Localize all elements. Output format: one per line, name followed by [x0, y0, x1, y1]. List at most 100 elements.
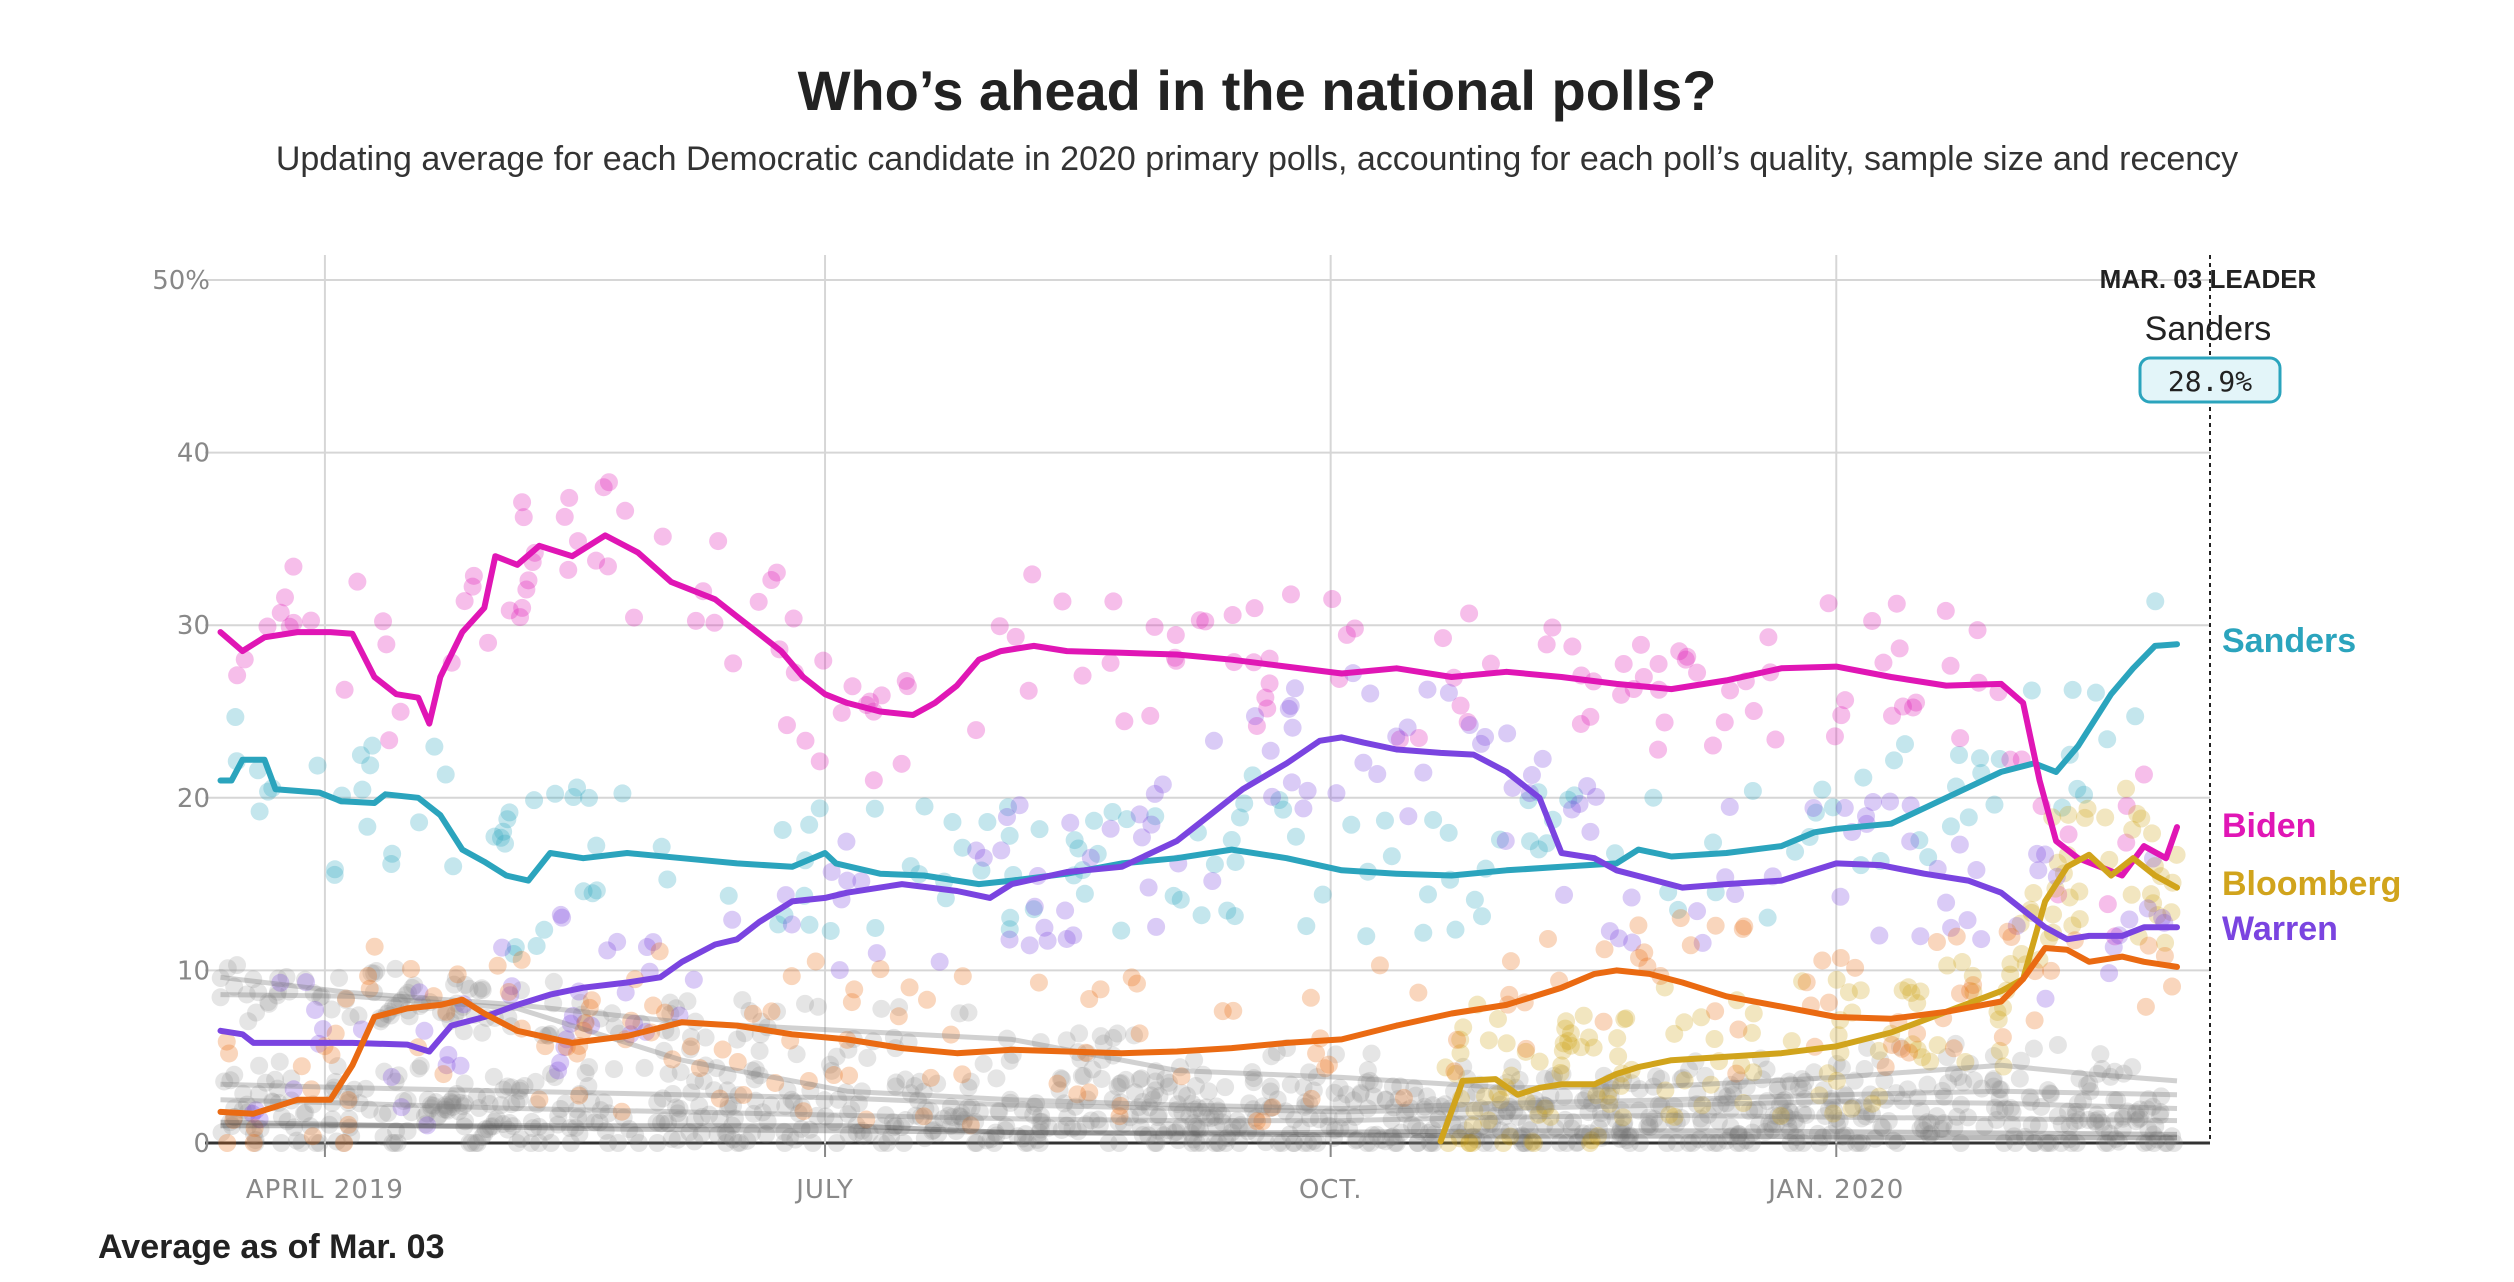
poll-dot — [1683, 1134, 1702, 1152]
poll-dot — [1550, 1133, 1569, 1152]
poll-dot — [1194, 1065, 1213, 1084]
poll-dot — [1985, 1098, 2004, 1117]
poll-dot — [507, 1093, 526, 1112]
poll-dot — [1512, 1126, 1531, 1145]
poll-dot — [1408, 1134, 1427, 1152]
poll-dot — [782, 1090, 801, 1109]
poll-dot — [1993, 1028, 2012, 1047]
poll-dot — [475, 1125, 494, 1144]
poll-dot — [1717, 1094, 1736, 1113]
poll-dot — [1743, 781, 1762, 800]
poll-dot — [418, 1116, 437, 1135]
poll-dot — [574, 1021, 593, 1040]
poll-dot — [1692, 1113, 1711, 1132]
poll-dot — [1451, 696, 1470, 715]
poll-dot — [1781, 1122, 1800, 1141]
poll-dot — [1056, 901, 1075, 920]
poll-dot — [1239, 1122, 1258, 1141]
poll-dot — [809, 997, 828, 1016]
poll-dot — [626, 1126, 645, 1145]
poll-dot — [302, 611, 321, 630]
poll-dot — [363, 736, 382, 755]
poll-dot — [1987, 1110, 2006, 1129]
poll-dot — [576, 1014, 595, 1033]
poll-dot — [220, 1044, 239, 1063]
poll-dot — [1182, 1124, 1201, 1143]
poll-dot — [1629, 1101, 1648, 1120]
poll-dot — [1534, 1096, 1553, 1115]
poll-dot — [1918, 1113, 1937, 1132]
poll-dot — [1629, 916, 1648, 935]
poll-dot — [1146, 1081, 1165, 1100]
poll-dot — [1465, 1101, 1484, 1120]
poll-dot — [2144, 1134, 2163, 1152]
poll-dot — [2118, 1102, 2137, 1121]
poll-dot — [2063, 680, 2082, 699]
poll-dot — [1728, 1126, 1747, 1145]
poll-dot — [2001, 955, 2020, 974]
poll-dot — [1091, 980, 1110, 999]
poll-dot — [239, 1012, 258, 1031]
poll-dot — [1370, 956, 1389, 975]
poll-dot — [1615, 1010, 1634, 1029]
poll-dot — [1533, 1134, 1552, 1152]
poll-dot — [492, 828, 511, 847]
poll-dot — [480, 1094, 499, 1113]
poll-dot — [1836, 1134, 1855, 1152]
poll-dot — [493, 938, 512, 957]
poll-dot — [728, 1134, 747, 1152]
poll-dot — [845, 980, 864, 999]
poll-dot — [487, 1109, 506, 1128]
poll-dot — [1457, 1086, 1476, 1105]
poll-dot — [1583, 1094, 1602, 1113]
poll-dot — [1149, 1121, 1168, 1140]
poll-dot — [1731, 1134, 1750, 1152]
poll-dot — [1640, 1118, 1659, 1137]
poll-dot — [1154, 1126, 1173, 1145]
poll-dot — [799, 1071, 818, 1090]
poll-dot — [566, 1118, 585, 1137]
poll-dot — [339, 1093, 358, 1112]
poll-dot — [989, 1102, 1008, 1121]
poll-dot — [1125, 1026, 1144, 1045]
poll-dot — [2153, 908, 2172, 927]
poll-dot — [2029, 1116, 2048, 1135]
poll-dot — [2022, 1115, 2041, 1134]
poll-dot — [1972, 930, 1991, 949]
poll-dot — [1649, 1095, 1668, 1114]
poll-dot — [1958, 1108, 1977, 1127]
poll-dot — [1608, 1029, 1627, 1048]
poll-dot — [1819, 594, 1838, 613]
poll-dot — [437, 1100, 456, 1119]
poll-dot — [2052, 1134, 2071, 1152]
poll-dot — [678, 992, 697, 1011]
poll-dot — [1651, 1069, 1670, 1088]
poll-dot — [1262, 1047, 1281, 1066]
poll-dot — [887, 1073, 906, 1092]
poll-dot — [337, 989, 356, 1008]
poll-dot — [1363, 1126, 1382, 1145]
poll-dot — [258, 617, 277, 636]
poll-dot — [1602, 1080, 1621, 1099]
poll-dot — [1285, 1134, 1304, 1152]
poll-dot — [2078, 799, 2097, 818]
poll-dot — [278, 1112, 297, 1131]
poll-dot — [1192, 906, 1211, 925]
poll-dot — [494, 1115, 513, 1134]
series-line-other-6 — [220, 1123, 2177, 1141]
poll-dot — [1376, 1132, 1395, 1151]
poll-dot — [1705, 1097, 1724, 1116]
poll-dot — [570, 1124, 589, 1143]
poll-dot — [2038, 1081, 2057, 1100]
poll-dot — [1460, 1134, 1479, 1152]
poll-dot — [1313, 885, 1332, 904]
poll-dot — [2143, 1097, 2162, 1116]
poll-dot — [1873, 1118, 1892, 1137]
poll-dot — [513, 598, 532, 617]
poll-dot — [545, 1068, 564, 1087]
poll-dot — [439, 1045, 458, 1064]
poll-dot — [1576, 1089, 1595, 1108]
poll-dot — [1959, 808, 1978, 827]
poll-dot — [463, 577, 482, 596]
poll-dot — [1664, 1111, 1683, 1130]
